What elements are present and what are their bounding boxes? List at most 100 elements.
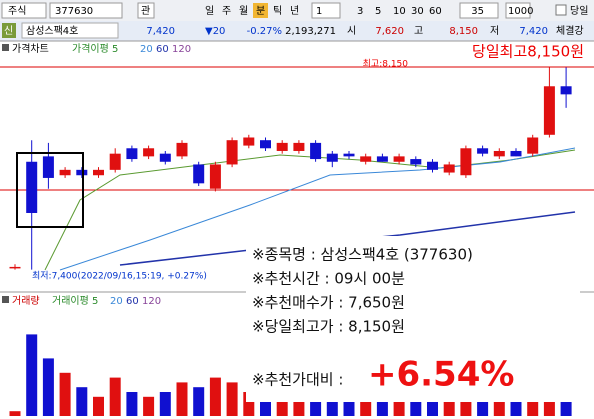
low: 7,420: [519, 26, 548, 37]
market: 주식: [8, 5, 26, 17]
note-line: ※당일최고가 : 8,150원: [252, 318, 405, 336]
ma-period: 120: [172, 44, 191, 55]
volume-bar: [477, 396, 489, 416]
candle-body: [443, 164, 455, 173]
watch-button[interactable]: [137, 2, 155, 19]
period[interactable]: 주: [222, 6, 231, 17]
period[interactable]: 월: [239, 5, 248, 17]
code: 377630: [55, 6, 93, 17]
candle-body: [326, 153, 338, 162]
candle-body: [543, 86, 555, 135]
volume-bar: [427, 396, 438, 416]
interval-select[interactable]: [311, 2, 341, 19]
candle-body: [109, 153, 121, 170]
volume-bar: [326, 392, 338, 416]
candle-body: [293, 142, 305, 151]
note-line: ※추천시간 : 09시 00분: [252, 270, 405, 288]
period[interactable]: 틱: [273, 5, 282, 17]
ma-line: [59, 147, 576, 271]
candle-body: [310, 142, 322, 160]
period[interactable]: 분: [256, 5, 265, 17]
candle-body: [209, 164, 221, 189]
volume-bar: [226, 382, 238, 416]
volume-bar: [176, 382, 188, 416]
candle-body: [159, 153, 171, 162]
volume-bar: [209, 377, 221, 416]
volume-bar: [159, 392, 171, 416]
interval-option[interactable]: 3: [357, 6, 363, 17]
candle-body: [360, 156, 372, 162]
interval-option[interactable]: 60: [429, 6, 442, 17]
volume-bar: [260, 396, 271, 416]
max-count-text: 1000: [508, 6, 533, 17]
low-marker: 최저:7,400(2022/09/16,15:19, +0.27%): [32, 271, 207, 282]
price-title: 가격차트: [12, 42, 49, 55]
candle-body: [143, 148, 155, 157]
note-line: ※종목명 : 삼성스팩4호 (377630): [252, 246, 473, 264]
period[interactable]: 년: [290, 5, 299, 17]
volume-bar: [93, 396, 104, 416]
candle-body: [343, 153, 355, 157]
volume-bar: [393, 396, 405, 416]
volume-bar: [443, 392, 455, 416]
interval: 1: [316, 6, 322, 17]
market-select[interactable]: [1, 2, 47, 19]
high-label: 고: [414, 26, 423, 37]
open: 7,620: [375, 26, 404, 37]
candle-body: [510, 150, 522, 157]
candle-body: [9, 266, 21, 269]
candle-body: [93, 169, 104, 176]
low-label: 저: [490, 25, 499, 37]
change: ▼20: [205, 26, 225, 37]
change-pct: -0.27%: [247, 26, 282, 37]
volume-bar: [126, 392, 138, 416]
volume-bar: [410, 401, 422, 416]
interval-option[interactable]: 10: [393, 6, 406, 17]
note-line: ※추천매수가 : 7,650원: [252, 294, 405, 312]
candle-body: [243, 137, 255, 146]
note-panel: [246, 236, 580, 402]
tab[interactable]: 체결강: [556, 25, 584, 37]
volume-bar: [109, 377, 121, 416]
volume-bar: [510, 401, 522, 416]
candle-body: [59, 169, 71, 176]
code-input[interactable]: [49, 2, 123, 19]
candle-body: [26, 161, 38, 213]
pane-icon: [2, 44, 9, 51]
volume-bar: [360, 396, 372, 416]
candle-body: [427, 161, 438, 170]
candle-body: [560, 86, 572, 95]
watch: 관: [141, 5, 150, 17]
volume-bar: [343, 396, 355, 416]
interval-option[interactable]: 5: [375, 6, 381, 17]
candle-body: [493, 150, 505, 157]
interval-option[interactable]: 30: [411, 6, 424, 17]
flag: 신: [4, 25, 13, 37]
volume-bar: [193, 387, 205, 416]
volume-ma-period: 60: [126, 296, 139, 307]
ma-period: 60: [156, 44, 169, 55]
volume-bar: [493, 396, 505, 416]
volume-ma-period: 120: [142, 296, 161, 307]
candle-body: [276, 142, 288, 151]
volume-title: 거래량: [12, 295, 40, 307]
count-input[interactable]: [459, 2, 499, 19]
open-label: 시: [347, 25, 356, 37]
candle-body: [376, 156, 388, 162]
high-marker: 최고:8,150: [363, 59, 409, 70]
stock-name: 삼성스팩4호: [26, 25, 78, 37]
today: 당일: [570, 5, 588, 17]
volume-bar: [376, 401, 388, 416]
highlight-box: [16, 152, 84, 228]
candle-body: [193, 164, 205, 184]
candle-body: [76, 169, 88, 176]
candle-body: [477, 148, 489, 154]
headline: 당일최고8,150원: [472, 43, 584, 61]
period[interactable]: 일: [205, 5, 214, 17]
ma-line: [44, 149, 576, 271]
candle-body: [527, 137, 539, 154]
price: 7,420: [146, 26, 175, 37]
today-checkbox[interactable]: [555, 4, 567, 16]
